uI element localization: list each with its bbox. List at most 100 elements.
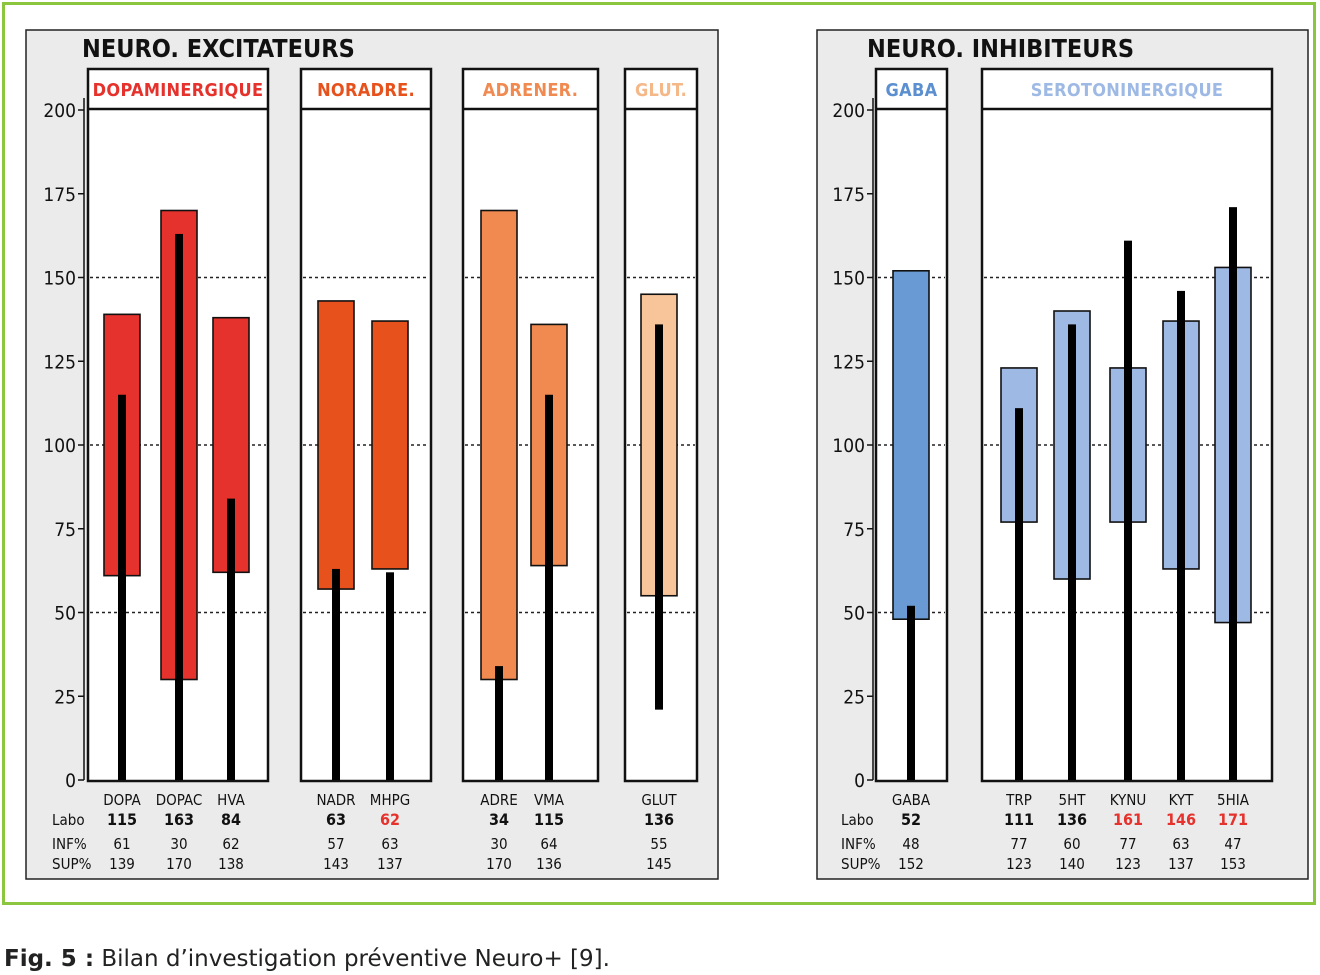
row-label-sup: SUP% (52, 855, 92, 873)
category-label: DOPA (103, 791, 141, 809)
sup-value-label: 138 (218, 855, 244, 873)
sup-value-label: 153 (1220, 855, 1246, 873)
range-bar-mhpg (371, 320, 409, 570)
chart-title: NEURO. INHIBITEURS (867, 34, 1134, 63)
y-tick-label: 0 (65, 770, 76, 792)
category-label: 5HT (1059, 791, 1087, 809)
caption-text: Bilan d’investigation préventive Neuro+ … (101, 946, 610, 972)
y-tick-label: 75 (843, 519, 865, 541)
category-label: KYNU (1110, 791, 1147, 809)
inf-value-label: 55 (650, 835, 667, 853)
inf-value-label: 60 (1063, 835, 1080, 853)
sup-value-label: 152 (898, 855, 924, 873)
y-tick-label: 150 (43, 268, 76, 290)
labo-value-bar-dopac (175, 233, 183, 780)
category-label: ADRE (480, 791, 518, 809)
labo-value-label: 171 (1218, 810, 1248, 829)
caption-label: Fig. 5 : (4, 946, 95, 972)
labo-value-label: 136 (1057, 810, 1087, 829)
y-tick-label: 0 (854, 770, 865, 792)
labo-value-label: 52 (901, 810, 921, 829)
category-label: 5HIA (1217, 791, 1250, 809)
labo-value-bar-kyt (1177, 290, 1185, 780)
range-bar-nadr (317, 300, 355, 590)
inf-value-label: 30 (490, 835, 507, 853)
sup-value-label: 170 (486, 855, 512, 873)
labo-value-bar-nadr (332, 568, 340, 780)
range-bar-gaba (892, 269, 930, 620)
category-label: DOPAC (156, 791, 203, 809)
inf-value-label: 30 (170, 835, 187, 853)
row-label-inf: INF% (841, 835, 876, 853)
labo-value-label: 163 (164, 810, 194, 829)
labo-value-bar-gaba (907, 605, 915, 780)
inf-value-label: 61 (113, 835, 130, 853)
inf-value-label: 62 (222, 835, 239, 853)
y-tick-label: 200 (43, 100, 76, 122)
sup-value-label: 137 (1168, 855, 1194, 873)
labo-value-bar-glut (655, 324, 663, 710)
y-tick-label: 100 (832, 435, 865, 457)
labo-value-label: 84 (221, 810, 241, 829)
inf-value-label: 77 (1119, 835, 1136, 853)
labo-value-bar-hva (227, 498, 235, 780)
labo-value-label: 161 (1113, 810, 1143, 829)
chart-panel-0: DOPAMINERGIQUE NORADRE. ADRENER. GLUT. NEURO… (25, 29, 719, 880)
row-label-labo: Labo (841, 811, 874, 829)
labo-value-label: 115 (107, 810, 137, 829)
figure-caption: Fig. 5 : Bilan d’investigation préventiv… (4, 946, 610, 972)
group-header-label: GABA (886, 80, 938, 101)
sup-value-label: 143 (323, 855, 349, 873)
labo-value-bar-trp (1015, 408, 1023, 780)
y-tick-label: 150 (832, 268, 865, 290)
labo-value-label: 136 (644, 810, 674, 829)
category-label: KYT (1169, 791, 1195, 809)
category-label: MHPG (370, 791, 410, 809)
chart-panel-1: GABA SEROTONINERGIQUE NEURO. INHIBITEURS 0 2… (816, 29, 1309, 880)
labo-value-bar-mhpg (386, 572, 394, 780)
group-header-label: DOPAMINERGIQUE (93, 80, 264, 101)
y-tick-label: 100 (43, 435, 76, 457)
category-label: GABA (892, 791, 931, 809)
y-tick-label: 25 (54, 686, 76, 708)
labo-value-label: 63 (326, 810, 346, 829)
labo-value-label: 62 (380, 810, 400, 829)
labo-value-label: 111 (1004, 810, 1034, 829)
category-label: TRP (1005, 791, 1032, 809)
range-bar-adre (480, 209, 518, 681)
y-tick-label: 175 (832, 184, 865, 206)
inf-value-label: 47 (1224, 835, 1241, 853)
y-tick-label: 125 (43, 351, 76, 373)
labo-value-bar-5hia (1229, 207, 1237, 780)
group-header-label: ADRENER. (483, 80, 579, 101)
y-tick-label: 200 (832, 100, 865, 122)
inf-value-label: 48 (902, 835, 919, 853)
y-tick-label: 125 (832, 351, 865, 373)
inf-value-label: 64 (540, 835, 557, 853)
labo-value-bar-dopa (118, 394, 126, 780)
sup-value-label: 140 (1059, 855, 1085, 873)
group-header-label: GLUT. (635, 80, 687, 101)
category-label: NADR (316, 791, 355, 809)
y-tick-label: 50 (843, 603, 865, 625)
labo-value-label: 115 (534, 810, 564, 829)
category-label: VMA (534, 791, 565, 809)
sup-value-label: 123 (1115, 855, 1141, 873)
y-tick-label: 75 (54, 519, 76, 541)
inf-value-label: 77 (1010, 835, 1027, 853)
group-header-label: NORADRE. (317, 80, 415, 101)
inf-value-label: 57 (327, 835, 344, 853)
sup-value-label: 123 (1006, 855, 1032, 873)
labo-value-bar-vma (545, 394, 553, 780)
y-tick-label: 175 (43, 184, 76, 206)
group-header-label: SEROTONINERGIQUE (1031, 80, 1224, 101)
labo-value-label: 146 (1166, 810, 1196, 829)
chart-title: NEURO. EXCITATEURS (82, 34, 355, 63)
sup-value-label: 170 (166, 855, 192, 873)
category-label: GLUT (641, 791, 677, 809)
row-label-sup: SUP% (841, 855, 881, 873)
sup-value-label: 137 (377, 855, 403, 873)
labo-value-bar-kynu (1124, 240, 1132, 780)
labo-value-label: 34 (489, 810, 509, 829)
